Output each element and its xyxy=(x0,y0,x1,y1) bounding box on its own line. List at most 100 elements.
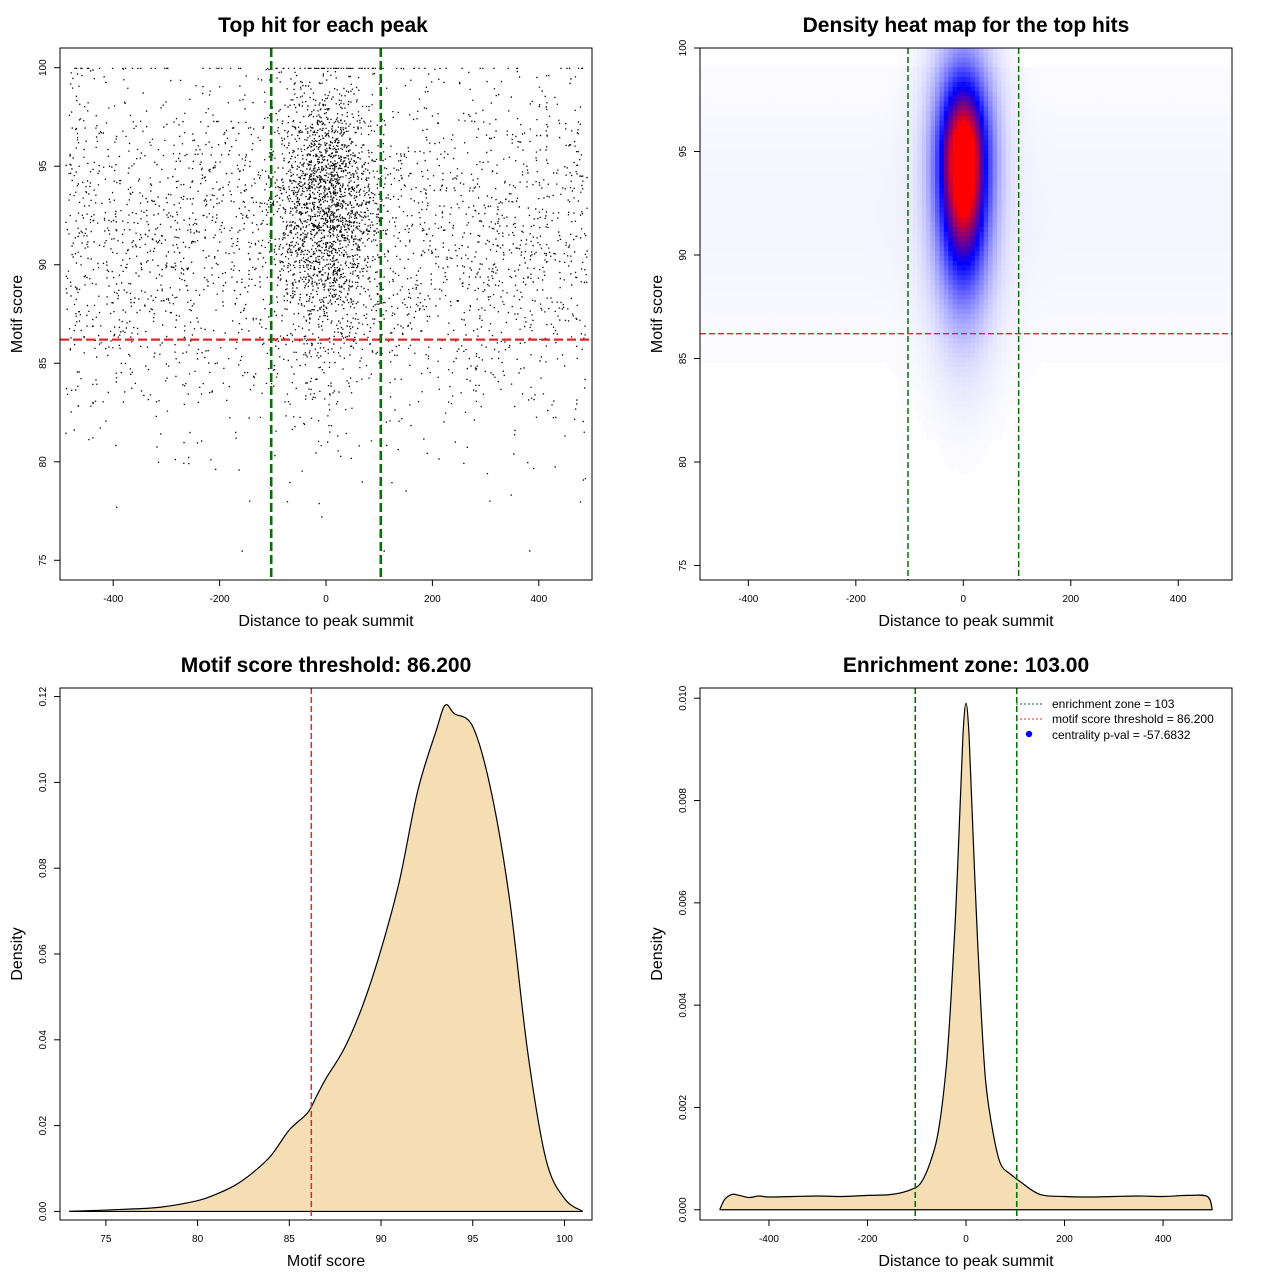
heatmap-cell xyxy=(1169,120,1175,126)
heatmap-cell xyxy=(739,81,745,88)
heatmap-cell xyxy=(983,72,989,78)
heatmap-cell xyxy=(1147,202,1153,209)
heatmap-cell xyxy=(881,96,887,102)
heatmap-cell xyxy=(1223,101,1229,107)
heatmap-cell xyxy=(784,139,790,146)
heatmap-cell xyxy=(1218,168,1224,175)
heatmap-cell xyxy=(1059,207,1065,214)
heatmap-cell xyxy=(983,149,989,155)
heatmap-cell xyxy=(819,77,825,83)
heatmap-cell xyxy=(1152,164,1158,170)
heatmap-cell xyxy=(1112,164,1118,170)
heatmap-cell xyxy=(886,135,892,141)
heatmap-cell xyxy=(828,217,834,223)
heatmap-cell xyxy=(1085,222,1091,228)
heatmap-cell xyxy=(722,120,728,126)
heatmap-cell xyxy=(1178,236,1184,243)
heatmap-cell xyxy=(877,226,883,233)
heatmap-cell xyxy=(1134,120,1140,126)
heatmap-cell xyxy=(1143,255,1149,262)
heatmap-cell xyxy=(864,144,870,151)
heatmap-cell xyxy=(850,241,856,247)
heatmap-cell xyxy=(1014,135,1020,141)
heatmap-cell xyxy=(1165,217,1171,223)
heatmap-cell xyxy=(770,125,776,131)
heatmap-cell xyxy=(877,241,883,247)
heatmap-cell xyxy=(1019,217,1025,223)
heatmap-cell xyxy=(957,135,963,141)
heatmap-cell xyxy=(815,260,821,267)
heatmap-cell xyxy=(930,125,936,131)
heatmap-cell xyxy=(1054,101,1060,107)
heatmap-cell xyxy=(890,77,896,83)
heatmap-cell xyxy=(1147,120,1153,126)
heatmap-cell xyxy=(1063,120,1069,126)
heatmap-cell xyxy=(1094,231,1100,238)
heatmap-cell xyxy=(1196,91,1202,97)
heatmap-cell xyxy=(828,246,834,252)
heatmap-cell xyxy=(1169,86,1175,93)
heatmap-cell xyxy=(1085,168,1091,175)
heatmap-cell xyxy=(841,178,847,185)
heatmap-cell xyxy=(833,130,839,136)
heatmap-cell xyxy=(850,86,856,93)
heatmap-cell xyxy=(1156,231,1162,238)
heatmap-cell xyxy=(757,67,763,73)
heatmap-cell xyxy=(961,168,967,175)
heatmap-cell xyxy=(1121,135,1127,141)
heatmap-cell xyxy=(1001,188,1007,194)
heatmap-cell xyxy=(934,178,940,185)
heatmap-cell xyxy=(1063,96,1069,102)
heatmap-cell xyxy=(868,110,874,117)
heatmap-cell xyxy=(881,159,887,165)
heatmap-cell xyxy=(939,197,945,204)
heatmap-cell xyxy=(1036,168,1042,175)
heatmap-cell xyxy=(1001,135,1007,141)
heatmap-cell xyxy=(708,168,714,175)
heatmap-cell xyxy=(837,154,843,160)
heatmap-cell xyxy=(1125,173,1131,180)
heatmap-cell xyxy=(966,164,972,170)
heatmap-cell xyxy=(1045,188,1051,194)
heatmap-cell xyxy=(1152,246,1158,252)
heatmap-cell xyxy=(1050,183,1056,189)
heatmap-cell xyxy=(722,197,728,204)
heatmap-cell xyxy=(1023,159,1029,165)
heatmap-cell xyxy=(1125,193,1131,199)
heatmap-cell xyxy=(1094,72,1100,78)
heatmap-cell xyxy=(992,101,998,107)
heatmap-cell xyxy=(912,255,918,262)
heatmap-cell xyxy=(1072,255,1078,262)
heatmap-cell xyxy=(1192,72,1198,78)
heatmap-cell xyxy=(1112,154,1118,160)
heatmap-cell xyxy=(1023,193,1029,199)
heatmap-cell xyxy=(1005,48,1011,54)
heatmap-cell xyxy=(819,149,825,155)
heatmap-cell xyxy=(739,231,745,238)
heatmap-cell xyxy=(828,226,834,233)
heatmap-cell xyxy=(717,241,723,247)
heatmap-panel: Density heat map for the top hits -400 -2… xyxy=(649,14,1233,630)
heatmap-cell xyxy=(1183,149,1189,155)
heatmap-cell xyxy=(921,48,927,54)
heatmap-cell xyxy=(1196,77,1202,83)
heatmap-cell xyxy=(1005,130,1011,136)
heatmap-cell xyxy=(903,139,909,146)
heatmap-cell xyxy=(881,226,887,233)
heatmap-cell xyxy=(766,255,772,262)
heatmap-cell xyxy=(1121,154,1127,160)
heatmap-cell xyxy=(1147,86,1153,93)
heatmap-cell xyxy=(917,159,923,165)
heatmap-cell xyxy=(1121,110,1127,117)
heatmap-cell xyxy=(1178,222,1184,228)
heatmap-cell xyxy=(1041,154,1047,160)
heatmap-cell xyxy=(1010,164,1016,170)
heatmap-cell xyxy=(917,202,923,209)
heatmap-cell xyxy=(784,197,790,204)
heatmap-cell xyxy=(1023,125,1029,131)
heatmap-cell xyxy=(1010,217,1016,223)
heatmap-cell xyxy=(1200,188,1206,194)
heatmap-cell xyxy=(1041,202,1047,209)
heatmap-cell xyxy=(979,202,985,209)
